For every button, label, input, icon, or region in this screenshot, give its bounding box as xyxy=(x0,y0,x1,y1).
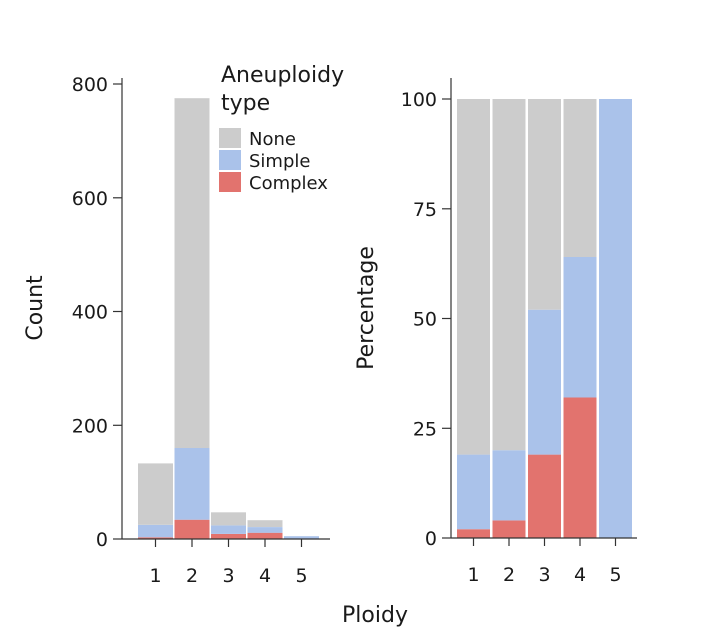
percentage-bar-simple-1 xyxy=(457,454,490,530)
percentage-bar-simple-2 xyxy=(492,450,526,521)
percentage-x-tick-label-1: 1 xyxy=(467,564,479,586)
count-x-tick-label-2: 2 xyxy=(186,565,198,587)
legend-title-line1: Aneuploidy xyxy=(221,63,344,88)
percentage-bar-complex-4 xyxy=(563,397,597,538)
count-y-tick-label-800: 800 xyxy=(72,74,108,96)
count-x-tick-label-5: 5 xyxy=(295,565,307,587)
percentage-y-tick-label-25: 25 xyxy=(413,418,437,440)
count-y-tick-label-0: 0 xyxy=(96,529,108,551)
count-x-tick-label-4: 4 xyxy=(259,565,271,587)
legend-title-line2: type xyxy=(221,91,270,116)
percentage-bar-simple-4 xyxy=(563,257,597,398)
percentage-bar-none-1 xyxy=(457,99,490,455)
count-y-tick-label-400: 400 xyxy=(72,302,108,324)
count-bar-simple-2 xyxy=(174,448,210,520)
percentage-x-tick-label-5: 5 xyxy=(609,564,621,586)
percentage-bar-complex-1 xyxy=(457,529,490,538)
count-y-tick-label-600: 600 xyxy=(72,188,108,210)
percentage-bar-none-4 xyxy=(563,99,597,257)
percentage-y-tick-label-50: 50 xyxy=(413,309,437,331)
x-axis-title: Ploidy xyxy=(342,603,408,628)
percentage-bar-complex-3 xyxy=(528,454,561,538)
percentage-y-tick-label-75: 75 xyxy=(413,199,437,221)
count-bar-none-3 xyxy=(211,512,246,526)
count-bar-complex-1 xyxy=(138,537,173,539)
count-bar-simple-3 xyxy=(211,525,246,534)
percentage-bar-none-3 xyxy=(528,99,561,310)
percentage-bar-simple-5 xyxy=(599,99,632,538)
percentage-x-tick-label-2: 2 xyxy=(503,564,515,586)
percentage-x-tick-label-3: 3 xyxy=(538,564,550,586)
percentage-bar-none-2 xyxy=(492,99,526,451)
percentage-bar-simple-3 xyxy=(528,309,561,455)
legend: Aneuploidy type None Simple Complex xyxy=(219,63,344,194)
percentage-y-tick-label-0: 0 xyxy=(425,528,437,550)
count-bar-none-4 xyxy=(247,520,283,527)
count-bar-none-2 xyxy=(174,98,210,448)
legend-label-none: None xyxy=(249,129,296,150)
percentage-y-tick-label-100: 100 xyxy=(401,89,437,111)
count-x-tick-label-1: 1 xyxy=(149,565,161,587)
legend-label-simple: Simple xyxy=(249,151,310,172)
count-y-axis-title: Count xyxy=(23,275,48,341)
count-bar-simple-1 xyxy=(138,524,173,538)
count-bar-simple-4 xyxy=(247,527,283,533)
percentage-x-tick-label-4: 4 xyxy=(574,564,586,586)
percentage-y-axis-title: Percentage xyxy=(354,246,379,370)
count-x-tick-label-3: 3 xyxy=(222,565,234,587)
legend-label-complex: Complex xyxy=(249,173,328,194)
count-y-tick-label-200: 200 xyxy=(72,415,108,437)
legend-swatch-none xyxy=(219,128,241,148)
legend-swatch-complex xyxy=(219,172,241,192)
percentage-bar-complex-2 xyxy=(492,520,526,538)
legend-swatch-simple xyxy=(219,150,241,170)
count-bar-complex-4 xyxy=(247,532,283,539)
count-bar-simple-5 xyxy=(284,536,319,539)
count-chart: 1 2 3 4 5 0 200 400 600 800 Count xyxy=(23,74,330,587)
count-bar-none-1 xyxy=(138,463,173,525)
count-bar-complex-2 xyxy=(174,519,210,539)
count-bar-complex-3 xyxy=(211,533,246,539)
